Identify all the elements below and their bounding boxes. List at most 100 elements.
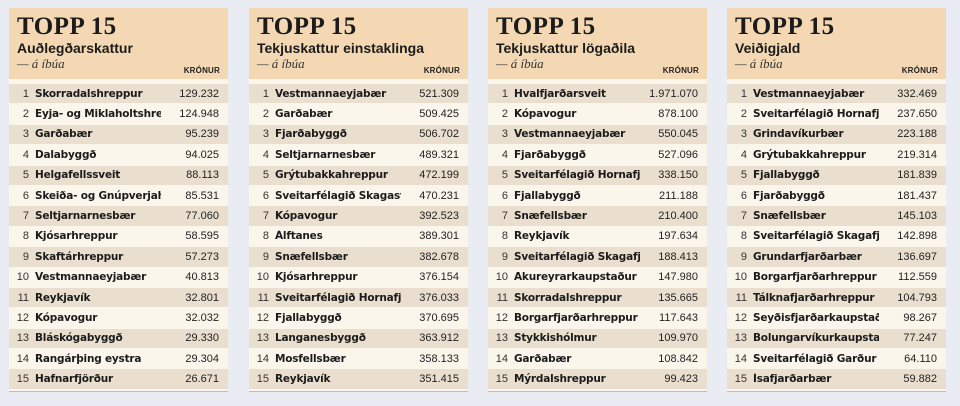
panel-heading: TOPP 15 (496, 13, 596, 40)
municipality-name: Dalabyggð (35, 148, 97, 161)
municipality-name: Rangárþing eystra (35, 352, 142, 365)
municipality-name: Reykjavík (35, 291, 91, 304)
ranking-list: 1 Hvalfjarðarsveit 1.971.070 2 Kópavogur 878.… (488, 79, 707, 389)
ranking-row: 1 Hvalfjarðarsveit 1.971.070 (488, 83, 707, 104)
rank-number: 6 (262, 189, 269, 202)
amount-value: 77.247 (903, 332, 937, 345)
ranking-row: 4 Seltjarnarnesbær 489.321 (249, 144, 468, 164)
municipality-name: Fjallabyggð (275, 311, 342, 324)
municipality-name: Hvalfjarðarsveit (514, 87, 606, 100)
ranking-row: 13 Bláskógabyggð 29.330 (9, 327, 228, 349)
amount-value: 392.523 (419, 210, 459, 223)
rank-number: 13 (16, 332, 29, 345)
amount-value: 370.695 (419, 311, 459, 324)
ranking-row: 9 Snæfellsbær 382.678 (249, 246, 468, 267)
ranking-row: 8 Sveitarfélagið Skagafjörður 142.898 (727, 225, 946, 246)
municipality-name: Fjarðabyggð (753, 189, 825, 202)
ranking-row: 4 Fjarðabyggð 527.096 (488, 144, 707, 164)
rank-number: 13 (256, 332, 269, 345)
municipality-name: Tálknafjarðarhreppur (753, 291, 875, 304)
municipality-name: Fjarðabyggð (514, 148, 586, 161)
ranking-row: 2 Garðabær 509.425 (249, 103, 468, 123)
rank-number: 4 (262, 148, 269, 161)
per-resident-label: — á íbúa (496, 56, 544, 71)
municipality-name: Kópavogur (35, 311, 98, 324)
rank-number: 12 (256, 311, 269, 324)
municipality-name: Skeiða- og Gnúpverjahreppur (35, 189, 161, 202)
panel-header: TOPP 15 Tekjuskattur einstaklinga — á íbúa… (249, 8, 468, 79)
amount-value: 332.469 (897, 87, 937, 100)
amount-value: 376.033 (419, 291, 459, 304)
rank-number: 6 (22, 189, 29, 202)
ranking-row: 13 Bolungarvíkurkaupstaður 77.247 (727, 327, 946, 349)
ranking-row: 1 Vestmannaeyjabær 332.469 (727, 83, 946, 104)
municipality-name: Seyðisfjarðarkaupstaður (753, 311, 879, 324)
amount-value: 147.980 (658, 271, 698, 284)
ranking-row: 11 Tálknafjarðarhreppur 104.793 (727, 286, 946, 308)
municipality-name: Ísafjarðarbær (753, 373, 832, 386)
ranking-row: 8 Álftanes 389.301 (249, 225, 468, 246)
municipality-name: Akureyrarkaupstaður (514, 271, 637, 284)
municipality-name: Hafnarfjörður (35, 373, 114, 386)
municipality-name: Seltjarnarnesbær (275, 148, 376, 161)
amount-value: 117.643 (659, 311, 698, 324)
amount-value: 85.531 (185, 189, 219, 202)
rank-number: 5 (501, 169, 508, 182)
ranking-row: 6 Skeiða- og Gnúpverjahreppur 85.531 (9, 184, 228, 205)
ranking-row: 14 Mosfellsbær 358.133 (249, 348, 468, 368)
rank-number: 1 (501, 87, 508, 100)
amount-value: 109.970 (658, 332, 698, 345)
rank-number: 1 (262, 87, 269, 100)
rank-number: 9 (22, 250, 29, 263)
panel-bottom-rule (249, 390, 468, 392)
amount-value: 112.559 (898, 271, 937, 284)
amount-value: 145.103 (897, 210, 937, 223)
rank-number: 2 (262, 108, 269, 121)
panel-header: TOPP 15 Tekjuskattur lögaðila — á íbúa KRÓN… (488, 8, 707, 79)
municipality-name: Fjallabyggð (514, 189, 581, 202)
municipality-name: Mýrdalshreppur (514, 373, 606, 386)
amount-value: 181.437 (897, 189, 937, 202)
amount-value: 59.882 (903, 373, 937, 386)
municipality-name: Sveitarfélagið Hornafjörður (275, 291, 401, 304)
rank-number: 7 (262, 210, 269, 223)
amount-value: 382.678 (419, 250, 459, 263)
ranking-row: 5 Grýtubakkahreppur 472.199 (249, 164, 468, 185)
ranking-row: 9 Skaftárhreppur 57.273 (9, 246, 228, 267)
ranking-row: 13 Langanesbyggð 363.912 (249, 327, 468, 349)
rank-number: 5 (740, 169, 747, 182)
amount-value: 129.232 (179, 87, 219, 100)
ranking-row: 14 Sveitarfélagið Garður 64.110 (727, 348, 946, 368)
ranking-row: 11 Reykjavík 32.801 (9, 286, 228, 308)
municipality-name: Kópavogur (275, 210, 338, 223)
ranking-row: 14 Garðabær 108.842 (488, 348, 707, 368)
amount-value: 40.813 (185, 271, 219, 284)
amount-value: 32.032 (185, 311, 219, 324)
municipality-name: Grýtubakkahreppur (275, 169, 388, 182)
municipality-name: Bolungarvíkurkaupstaður (753, 332, 879, 345)
per-resident-label: — á íbúa (17, 56, 65, 71)
amount-value: 506.702 (419, 128, 459, 141)
ranking-panel: TOPP 15 Tekjuskattur lögaðila — á íbúa KRÓN… (488, 8, 707, 392)
rank-number: 10 (495, 271, 508, 284)
ranking-row: 10 Kjósarhreppur 376.154 (249, 266, 468, 287)
ranking-row: 12 Seyðisfjarðarkaupstaður 98.267 (727, 307, 946, 327)
municipality-name: Grundarfjarðarbær (753, 250, 862, 263)
ranking-row: 2 Eyja- og Miklaholtshreppur 124.948 (9, 103, 228, 123)
amount-value: 26.671 (185, 373, 219, 386)
unit-label: KRÓNUR (662, 66, 699, 75)
municipality-name: Reykjavík (275, 373, 331, 386)
amount-value: 211.188 (659, 189, 698, 202)
municipality-name: Borgarfjarðarhreppur (753, 271, 877, 284)
amount-value: 77.060 (185, 210, 219, 223)
amount-value: 124.948 (179, 108, 219, 121)
rank-number: 14 (256, 352, 269, 365)
amount-value: 95.239 (185, 128, 219, 141)
ranking-row: 15 Hafnarfjörður 26.671 (9, 368, 228, 389)
ranking-row: 14 Rangárþing eystra 29.304 (9, 348, 228, 368)
ranking-row: 6 Sveitarfélagið Skagaströnd 470.231 (249, 184, 468, 205)
municipality-name: Kópavogur (514, 108, 577, 121)
ranking-row: 10 Vestmannaeyjabær 40.813 (9, 266, 228, 287)
panel-bottom-rule (9, 390, 228, 392)
ranking-row: 9 Grundarfjarðarbær 136.697 (727, 246, 946, 267)
